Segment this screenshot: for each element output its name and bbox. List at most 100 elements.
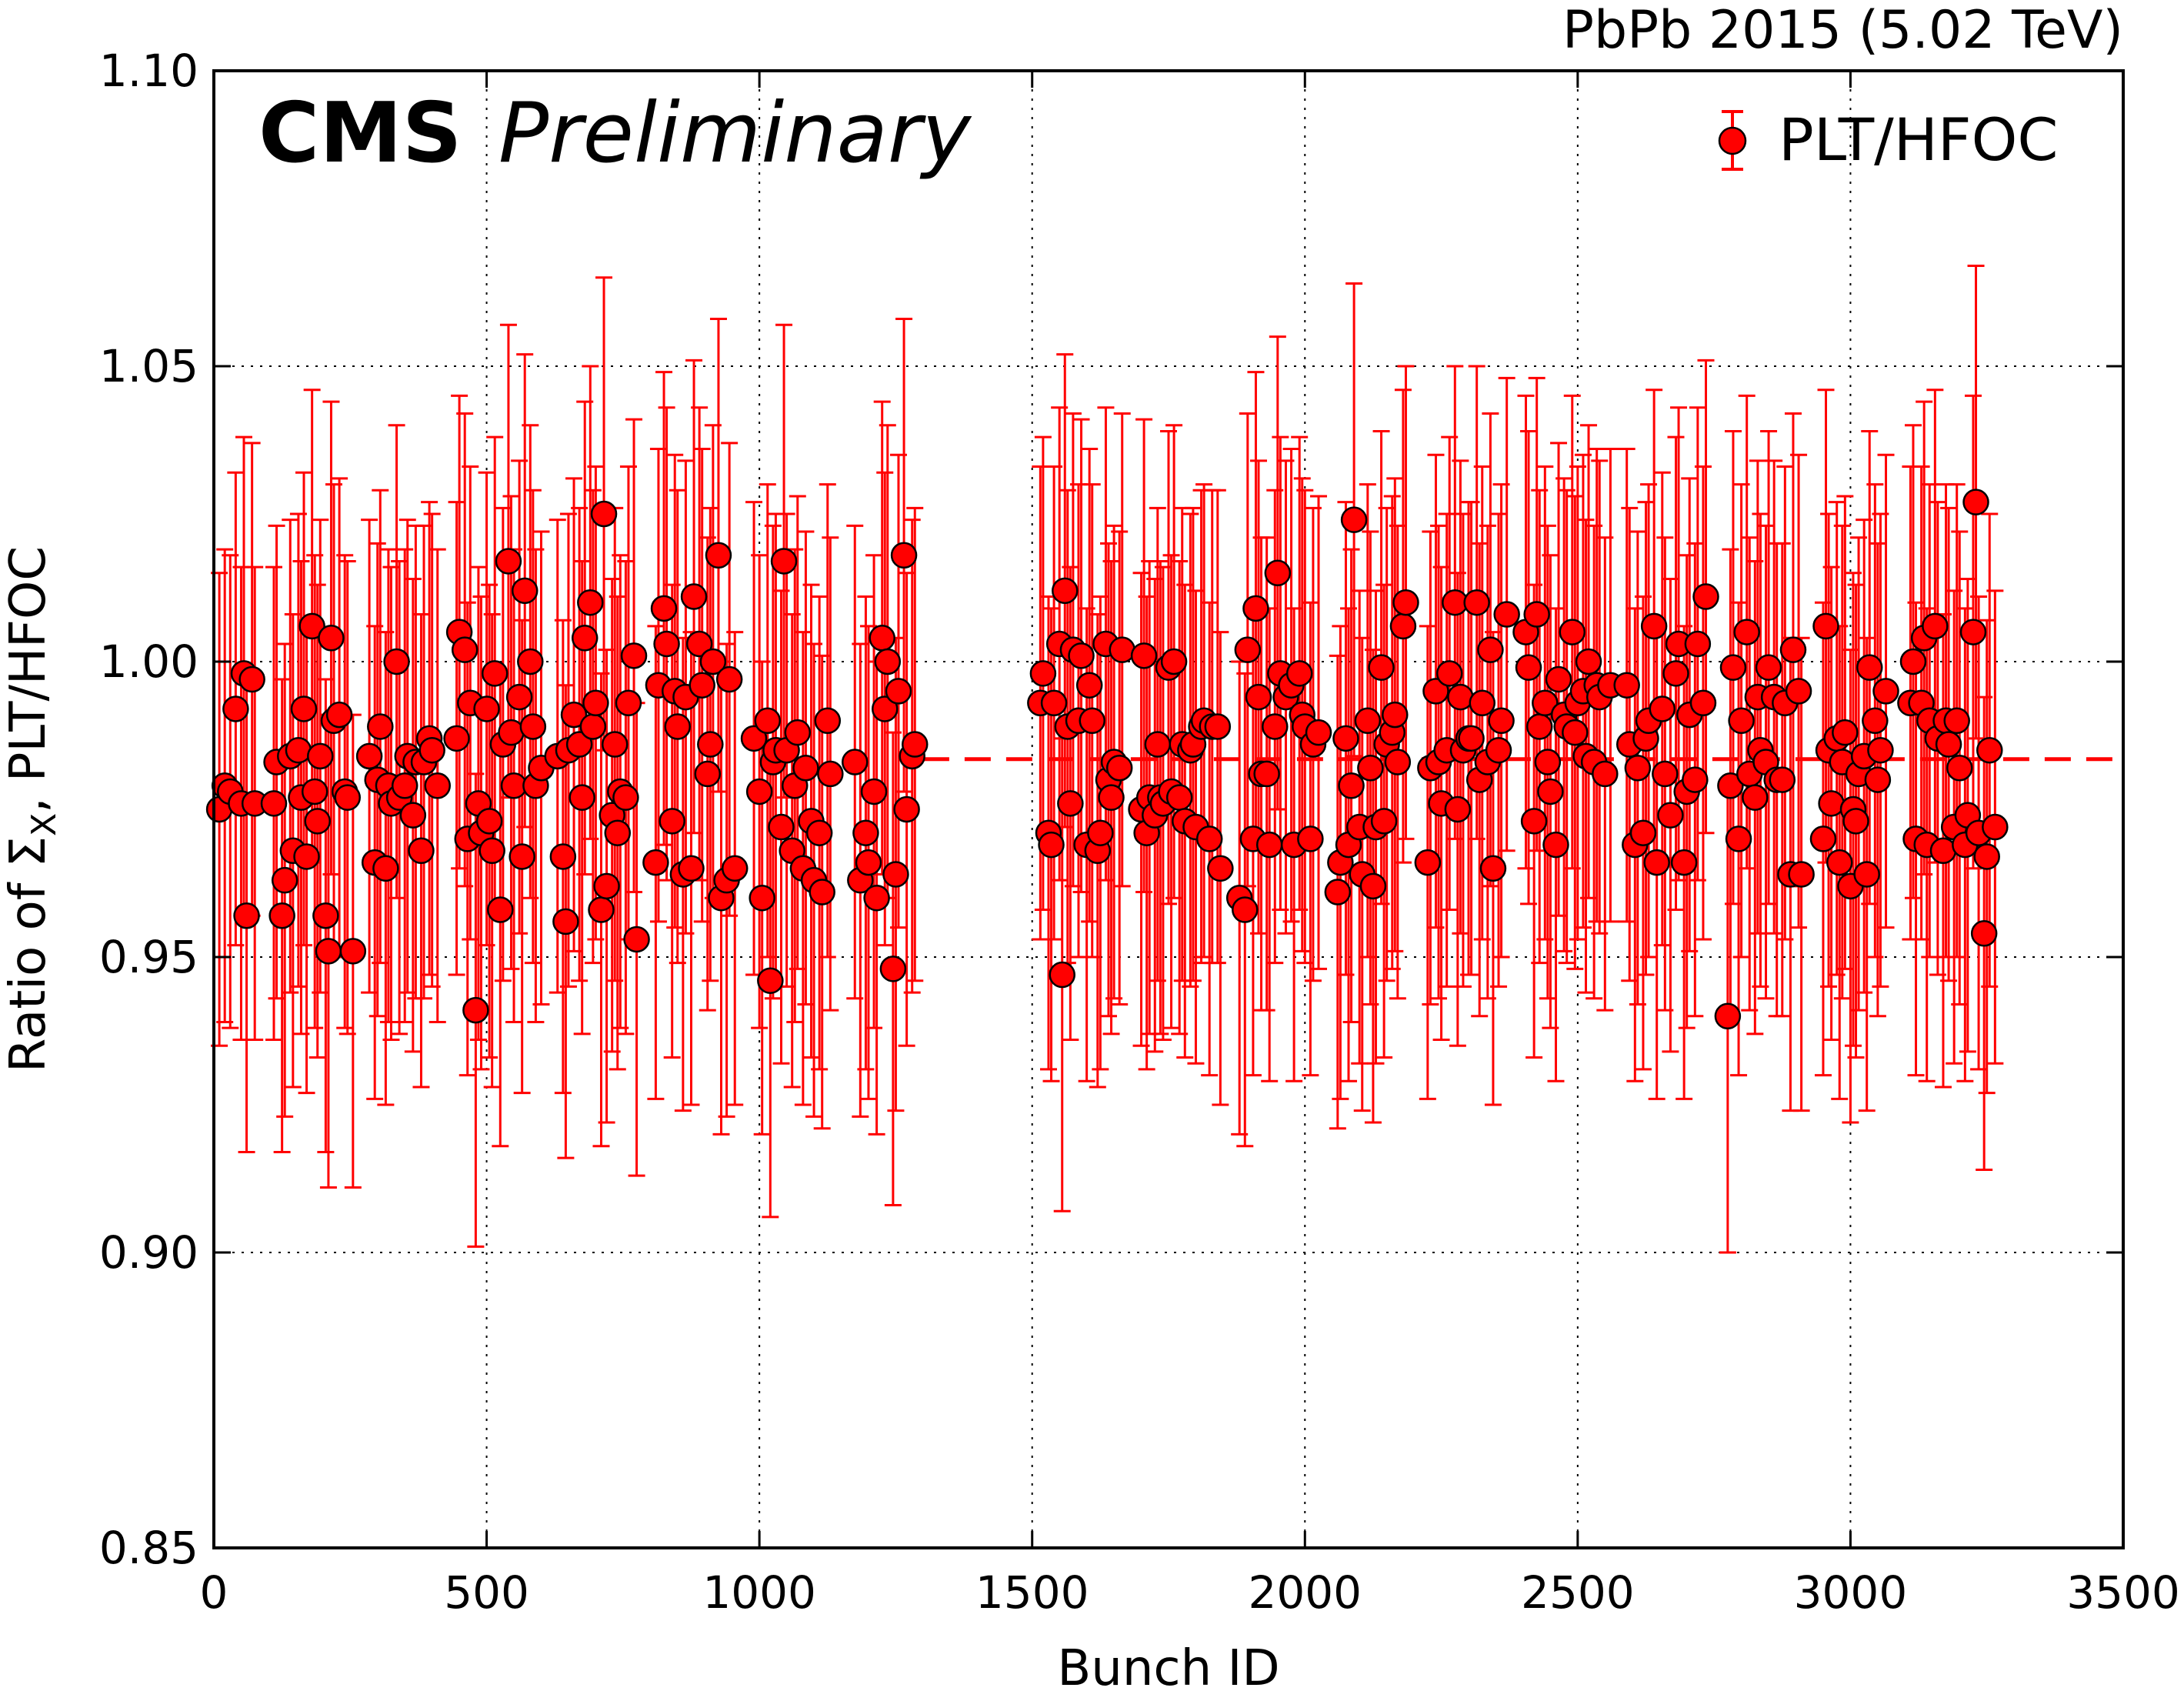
data-point [855,849,882,876]
data-point [577,589,604,616]
data-point [1382,701,1409,729]
data-point [307,742,334,770]
data-point [1662,660,1689,687]
data-point [1075,672,1103,699]
data-point [659,808,685,835]
data-point [1463,589,1490,616]
data-point [1368,654,1395,681]
data-point [754,707,782,735]
data-point [1332,725,1359,752]
data-point [498,719,525,746]
data-point [1842,808,1869,835]
data-point [1040,689,1068,717]
data-point [841,749,869,775]
data-point [1458,725,1485,752]
data-point [901,731,929,758]
data-point [1324,879,1352,906]
data-point [1523,601,1550,628]
data-point [443,725,470,752]
data-point [615,689,642,717]
data-point [1488,707,1515,735]
data-point [1479,855,1507,882]
data-point [890,542,918,569]
data-point [817,760,844,788]
data-point [1204,713,1232,740]
y-axis-label-suffix: , PLT/HFOC [0,546,57,813]
data-point [768,813,795,841]
x-tick-label: 3000 [1794,1566,1908,1619]
data-point [451,636,478,663]
data-point [1545,665,1572,693]
legend-label: PLT/HFOC [1779,105,2059,174]
data-point [1973,843,2000,870]
data-point [1109,636,1135,663]
data-point [1832,719,1859,746]
data-point [1525,713,1553,740]
data-point [293,843,320,870]
x-tick-label: 500 [444,1566,529,1619]
data-point [749,884,775,912]
data-point [1305,719,1332,746]
data-point [408,837,435,865]
data-point [233,902,260,929]
data-point [1769,766,1796,793]
data-point [588,896,615,923]
data-point [1867,736,1894,764]
data-point [1493,601,1520,628]
data-point [1652,760,1679,788]
x-axis-label: Bunch ID [1057,1640,1279,1691]
data-point [653,630,680,658]
data-point [1532,689,1559,717]
data-point [1562,719,1589,746]
data-point [860,778,888,805]
data-point [590,500,618,528]
data-point [318,625,345,652]
data-point [290,695,318,722]
data-point [1755,654,1782,681]
data-point [1253,760,1280,788]
x-tick-label: 2500 [1521,1566,1635,1619]
data-point [367,713,394,740]
data-point [481,660,508,687]
data-point [809,879,835,906]
data-point [478,837,505,865]
legend: PLT/HFOC [1718,105,2059,174]
data-point [1234,636,1262,663]
data-point [792,754,819,782]
data-point [1207,855,1234,882]
data-point [1785,678,1812,705]
data-point [784,719,812,746]
data-point [1384,749,1412,775]
data-point [1728,707,1755,735]
data-point [814,707,842,735]
data-point [1232,896,1259,923]
data-point [475,808,503,835]
data-point [705,542,732,569]
data-point [334,784,361,811]
y-tick-label: 1.00 [99,635,198,688]
data-point [689,672,715,699]
data-point [565,731,593,758]
data-point [1392,589,1419,616]
data-point [1515,654,1542,681]
status-label: Preliminary [498,85,972,182]
data-point [355,742,383,770]
data-point [1725,825,1752,852]
data-point [1297,825,1324,852]
data-point [1245,683,1272,711]
data-point [1976,736,2003,764]
data-point [1469,689,1496,717]
data-point [869,625,895,652]
data-point [874,648,902,675]
data-point [1943,707,1970,735]
data-point [1682,766,1709,793]
data-point [1643,849,1670,876]
data-point [1935,731,1962,758]
y-axis-label-main: Ratio of Σ [0,836,57,1072]
data-point [1414,849,1442,876]
data-point [1742,784,1769,811]
data-point [1862,707,1889,735]
data-point [1670,849,1698,876]
data-point [260,790,288,817]
data-point [1255,831,1283,859]
